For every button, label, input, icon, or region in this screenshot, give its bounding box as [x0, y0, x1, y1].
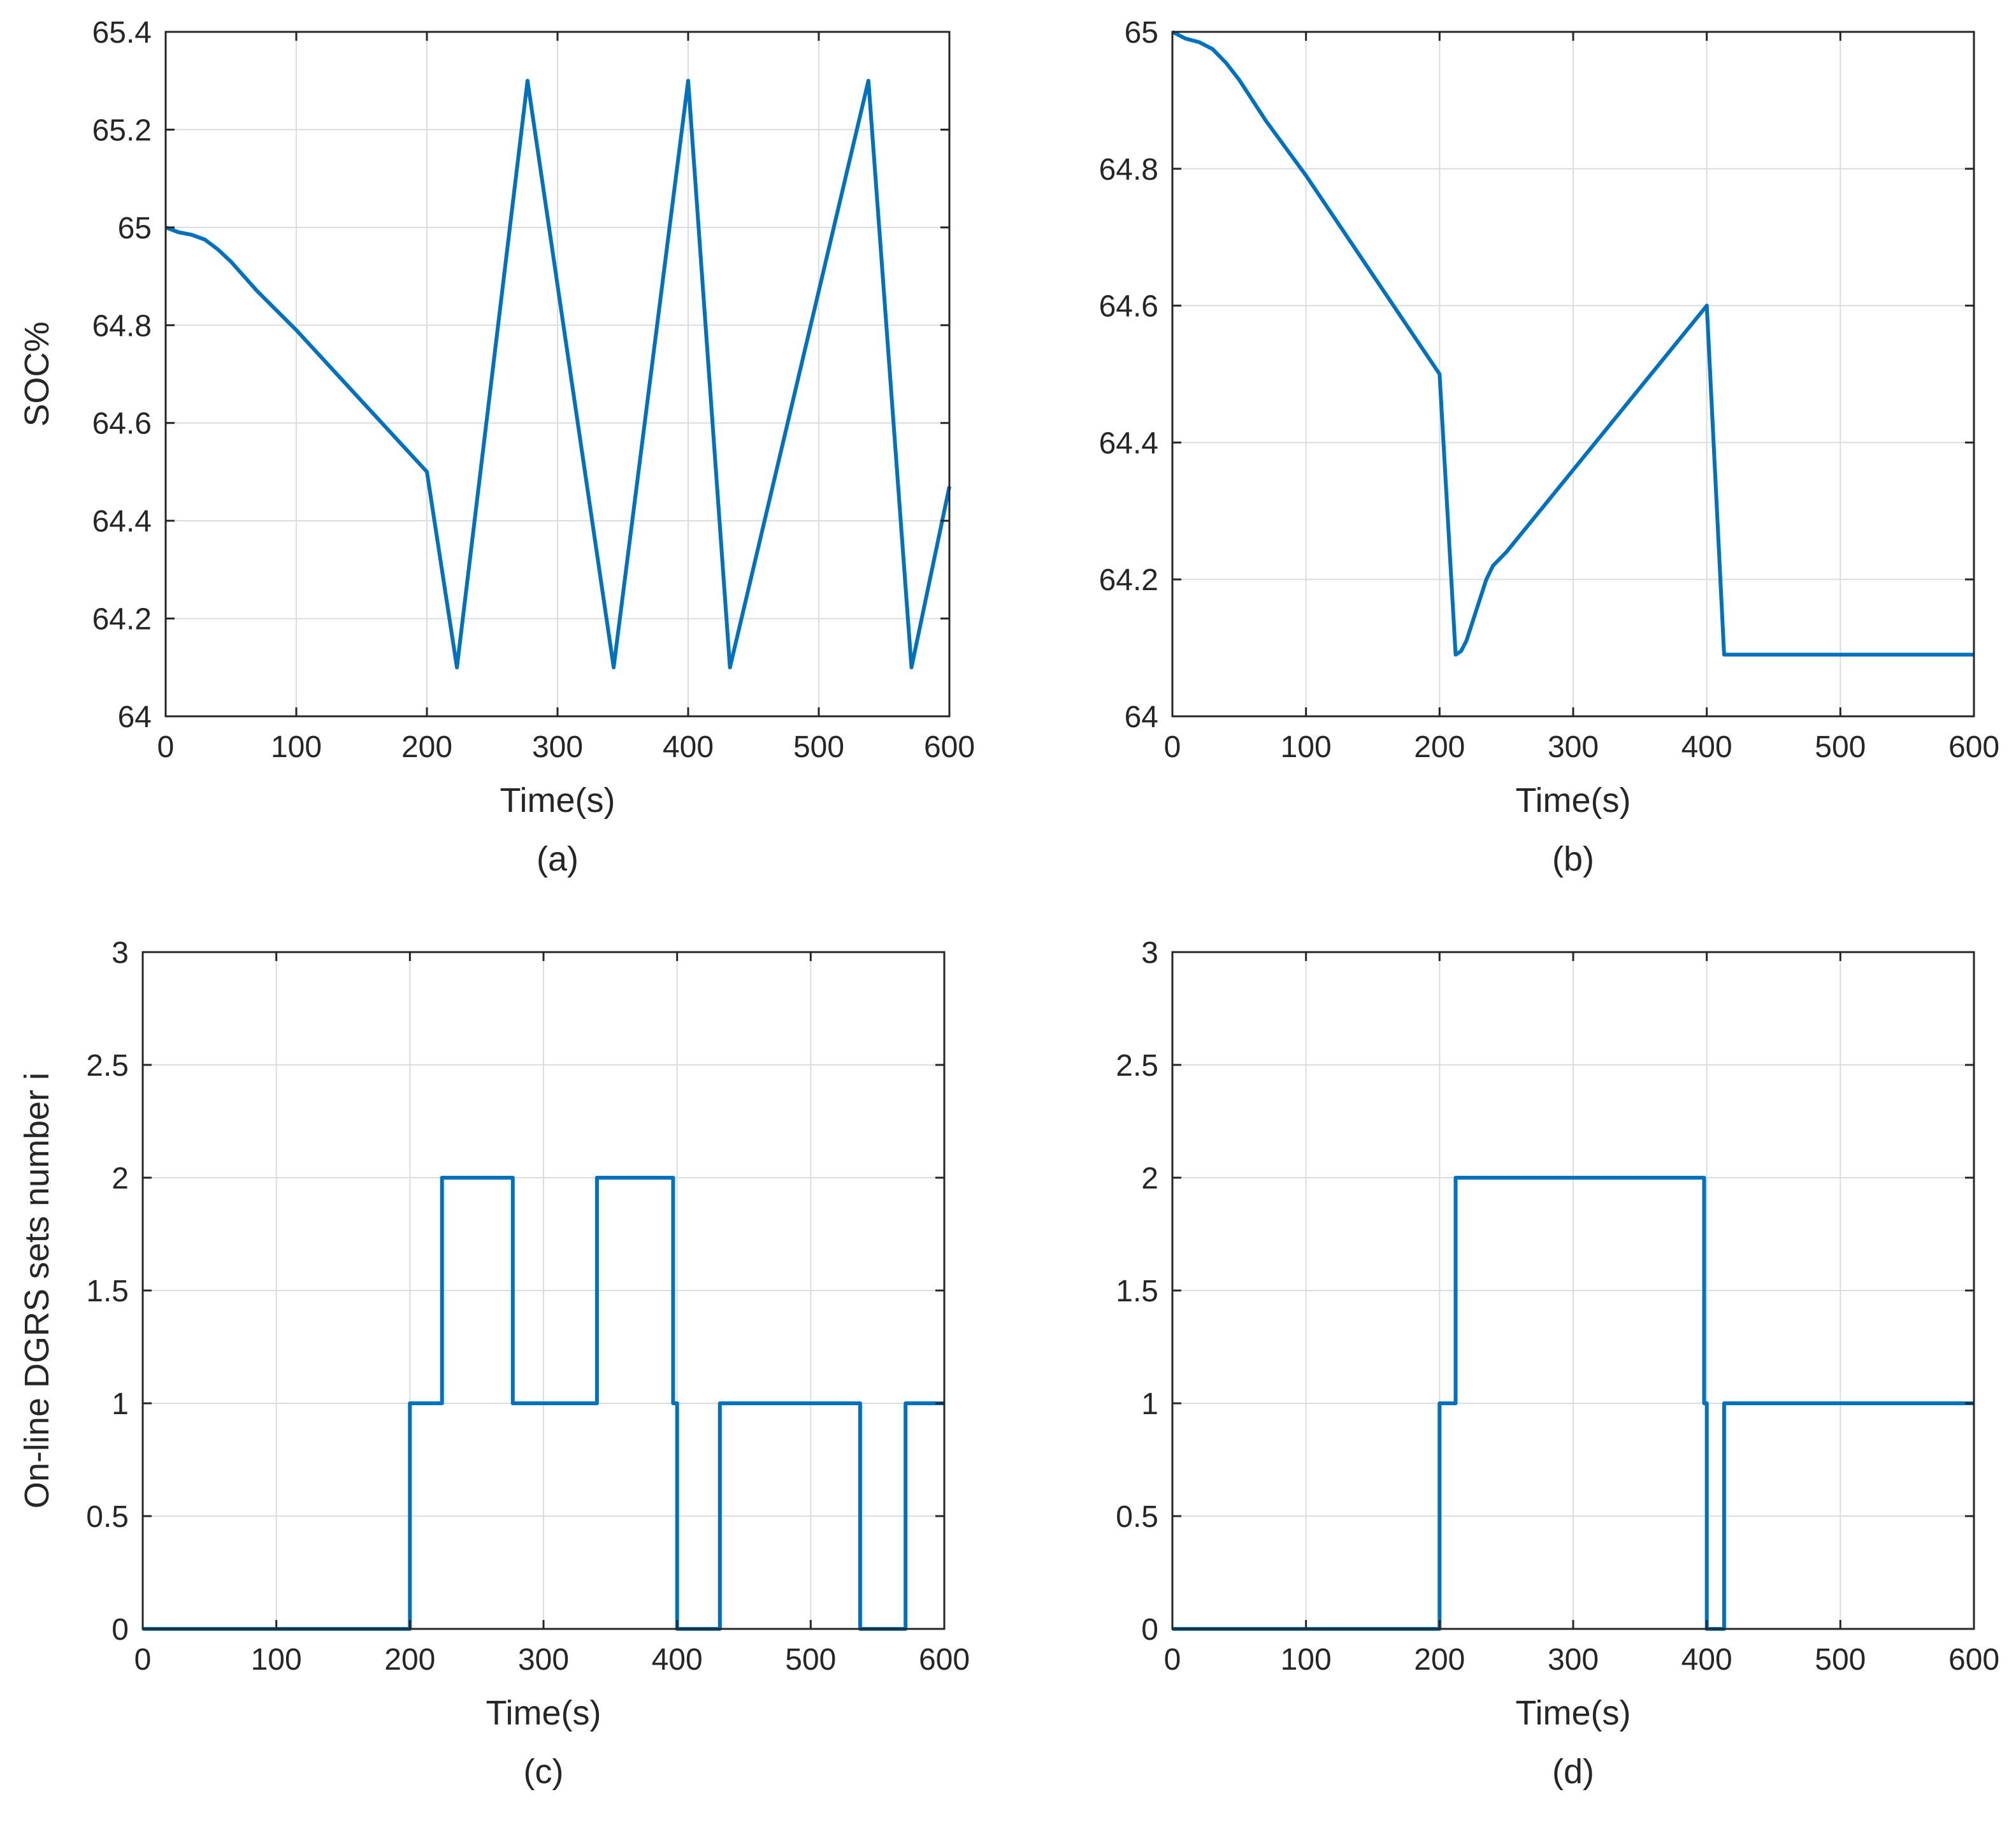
y-tick-label: 64.2 [92, 603, 152, 637]
x-tick-label: 200 [1414, 1643, 1465, 1677]
x-tick-label: 600 [919, 1643, 970, 1677]
x-tick-label: 600 [1948, 730, 1999, 764]
x-tick-label: 200 [384, 1643, 435, 1677]
y-tick-label: 0 [1141, 1613, 1158, 1647]
x-tick-label: 600 [1948, 1643, 1999, 1677]
y-tick-label: 64.8 [92, 309, 152, 343]
x-tick-label: 300 [518, 1643, 569, 1677]
y-tick-label: 64.4 [92, 505, 152, 539]
x-tick-label: 400 [1681, 1643, 1732, 1677]
panel-caption: (c) [524, 1753, 564, 1791]
y-tick-label: 3 [112, 936, 129, 970]
x-tick-label: 100 [1281, 1643, 1332, 1677]
x-tick-label: 0 [157, 730, 175, 764]
x-tick-label: 400 [1681, 730, 1732, 764]
y-tick-label: 64.6 [1099, 290, 1158, 324]
x-tick-label: 0 [1164, 1643, 1181, 1677]
y-tick-label: 0.5 [1116, 1500, 1158, 1534]
y-tick-label: 64.2 [1099, 563, 1158, 597]
series-line-0 [1172, 1176, 1974, 1631]
x-axis-label: Time(s) [486, 1694, 601, 1732]
x-tick-label: 500 [1815, 730, 1866, 764]
y-tick-label: 64 [118, 700, 152, 734]
chart-panel-1: 0 100 200 300 400 500 600 64 64.2 64.4 64.6 64.8 65 T… [1099, 16, 1999, 878]
x-axis-label: Time(s) [1516, 781, 1631, 820]
y-tick-label: 65.2 [92, 113, 152, 147]
y-tick-label: 2 [112, 1162, 129, 1196]
panel-caption: (b) [1552, 840, 1594, 878]
x-tick-label: 100 [271, 730, 322, 764]
y-tick-label: 3 [1141, 936, 1158, 970]
y-tick-label: 1 [1141, 1387, 1158, 1421]
y-tick-label: 64 [1125, 700, 1158, 734]
x-tick-label: 200 [401, 730, 452, 764]
y-tick-label: 65 [1125, 16, 1158, 50]
y-tick-label: 0.5 [86, 1500, 129, 1534]
x-tick-label: 400 [652, 1643, 703, 1677]
x-tick-label: 500 [785, 1643, 836, 1677]
chart-panel-0: 0 100 200 300 400 500 600 64 64.2 64.4 64.6 64.8 65 6… [18, 16, 975, 878]
series-line-0 [164, 78, 951, 670]
x-tick-label: 500 [1815, 1643, 1866, 1677]
x-tick-label: 400 [663, 730, 714, 764]
y-tick-label: 64.8 [1099, 153, 1158, 187]
y-tick-label: 0 [112, 1613, 129, 1647]
x-axis-label: Time(s) [1516, 1694, 1631, 1732]
chart-panel-3: 0 100 200 300 400 500 600 0 0.5 1 1.5 2 2.5 3 Time(s) (… [1116, 936, 1999, 1791]
x-tick-label: 600 [924, 730, 975, 764]
panel-caption: (a) [536, 840, 579, 878]
y-axis-label: On-line DGRS sets number i [18, 1073, 56, 1508]
y-tick-label: 1.5 [1116, 1275, 1158, 1308]
series-line-0 [1171, 30, 1974, 657]
y-tick-label: 1.5 [86, 1275, 129, 1308]
chart-panel-2: 0 100 200 300 400 500 600 0 0.5 1 1.5 2 2.5 3 Time(s) O… [18, 936, 970, 1791]
series-line-0 [143, 1176, 944, 1631]
y-tick-label: 65 [118, 212, 152, 245]
panel-caption: (d) [1552, 1753, 1594, 1791]
x-tick-label: 0 [134, 1643, 152, 1677]
x-tick-label: 300 [1548, 730, 1599, 764]
y-axis-label: SOC% [18, 321, 56, 426]
y-tick-label: 64.4 [1099, 426, 1158, 460]
x-tick-label: 500 [793, 730, 844, 764]
x-axis-label: Time(s) [500, 781, 616, 820]
y-tick-label: 1 [112, 1387, 129, 1421]
x-tick-label: 0 [1164, 730, 1181, 764]
x-tick-label: 100 [251, 1643, 302, 1677]
x-tick-label: 200 [1414, 730, 1465, 764]
y-tick-label: 2.5 [1116, 1049, 1158, 1083]
y-tick-label: 2.5 [86, 1049, 129, 1083]
y-tick-label: 65.4 [92, 16, 152, 50]
x-tick-label: 300 [1548, 1643, 1599, 1677]
y-tick-label: 2 [1141, 1162, 1158, 1196]
x-tick-label: 100 [1281, 730, 1332, 764]
x-tick-label: 300 [532, 730, 583, 764]
y-tick-label: 64.6 [92, 407, 152, 441]
